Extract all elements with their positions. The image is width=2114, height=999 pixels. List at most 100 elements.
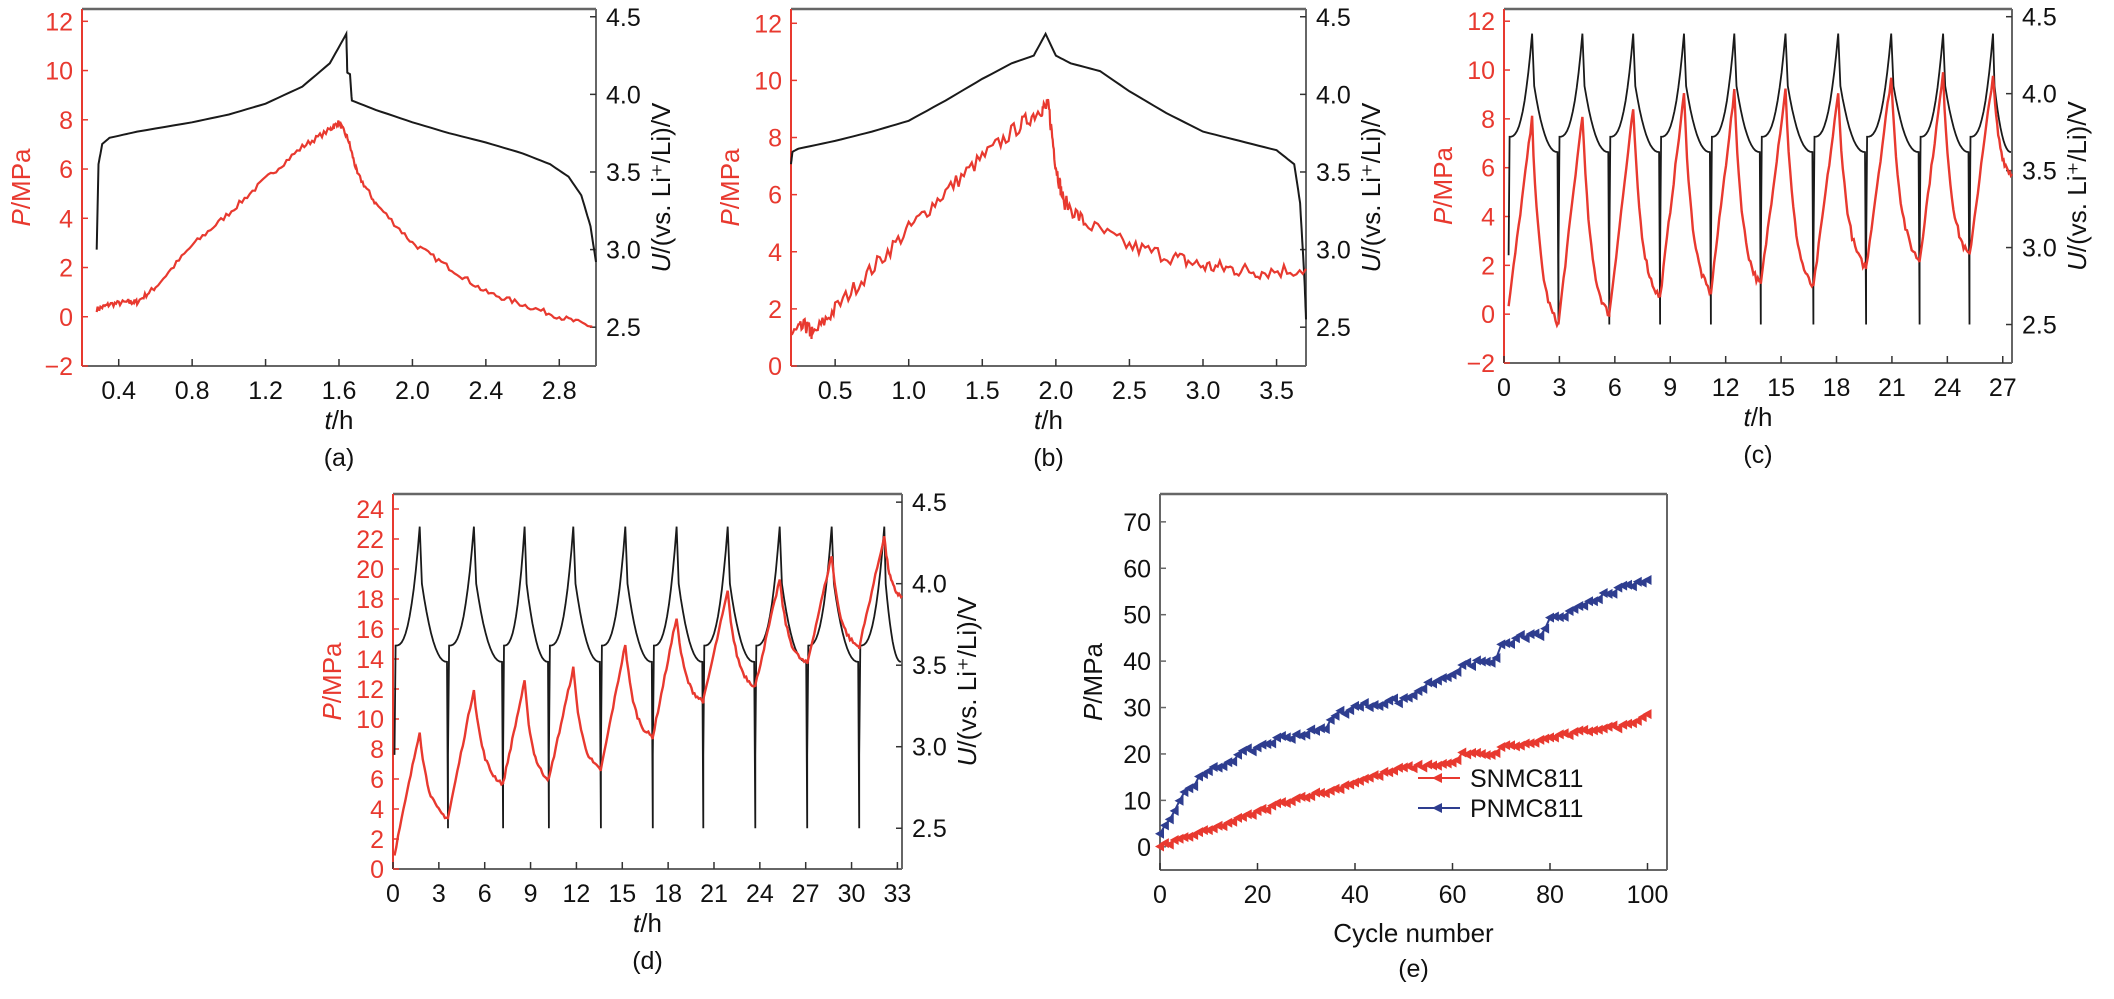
data-point	[1569, 726, 1579, 737]
y2-axis-title-var: U	[646, 253, 676, 272]
y-tick-label: 16	[356, 616, 384, 644]
x-tick-label: 100	[1627, 881, 1669, 909]
x-tick-label: 3	[1552, 374, 1566, 402]
data-point	[1471, 747, 1481, 758]
data-point	[1203, 766, 1213, 777]
y2-tick-label: 3.5	[912, 652, 947, 680]
y-tick-label: 20	[356, 556, 384, 584]
data-point	[1423, 759, 1433, 770]
y2-tick-label: 3.0	[606, 237, 641, 265]
pressure-line	[1507, 72, 2013, 329]
x-tick-label: 24	[746, 880, 774, 908]
data-point	[1218, 761, 1228, 772]
data-point	[1598, 588, 1608, 599]
data-point	[1452, 666, 1462, 677]
x-tick-label: 6	[1608, 374, 1622, 402]
data-point	[1481, 656, 1491, 667]
data-point	[1354, 701, 1364, 712]
data-point	[1311, 787, 1320, 798]
x-axis-title-var: t	[1034, 405, 1043, 435]
y2-tick-label: 3.5	[606, 159, 641, 187]
y2-axis-title-unit: /(vs. Li⁺/Li)/V	[952, 596, 982, 748]
panel-b: 0.5 1.0 1.5 2.0 2.5 3.0 3.5 0 2 4 6 8 10 12 2.5 3.0 3.5 4…	[715, 4, 1386, 472]
data-point	[1330, 710, 1340, 721]
data-point	[1442, 758, 1452, 769]
data-point	[1554, 729, 1564, 740]
data-point	[1584, 726, 1593, 737]
x-tick-label: 0	[1497, 374, 1511, 402]
y-tick-label: 4	[370, 796, 384, 824]
data-point	[1408, 690, 1418, 701]
voltage-line	[1507, 33, 2012, 325]
y2-tick-label: 3.5	[2022, 158, 2057, 186]
data-point	[1369, 699, 1379, 710]
y-tick-label: 8	[1481, 106, 1495, 134]
x-tick-label: 1.2	[248, 377, 283, 405]
y2-tick-label: 4.5	[1316, 4, 1351, 32]
y2-tick-label: 3.0	[912, 734, 947, 762]
data-point	[1520, 738, 1530, 749]
x-tick-label: 21	[1878, 374, 1906, 402]
y-tick-label: −2	[44, 353, 73, 381]
data-point	[1476, 749, 1486, 760]
data-point	[1315, 787, 1325, 798]
y2-tick-label: 4.5	[912, 489, 947, 517]
y-tick-label: 30	[1123, 695, 1151, 723]
y-tick-label: 60	[1123, 555, 1151, 583]
data-point	[1223, 817, 1233, 828]
y-tick-label: 2	[59, 255, 73, 283]
data-point	[1169, 805, 1179, 816]
data-point	[1189, 781, 1199, 792]
y-tick-label: 20	[1123, 741, 1151, 769]
data-point	[1618, 719, 1628, 730]
data-point	[1545, 732, 1554, 743]
y-axis-title-unit: /MPa	[6, 148, 36, 209]
y-tick-label: 24	[356, 496, 384, 524]
data-point	[1340, 708, 1350, 719]
x-tick-label: 2.0	[395, 377, 430, 405]
data-point	[1481, 750, 1491, 761]
y2-tick-label: 4.0	[606, 81, 641, 109]
data-point	[1228, 756, 1238, 767]
data-point	[1393, 762, 1403, 773]
y-tick-label: 8	[59, 107, 73, 135]
data-point	[1198, 825, 1208, 836]
data-point	[1574, 600, 1584, 611]
y-tick-label: 10	[45, 58, 73, 86]
data-point	[1437, 672, 1447, 683]
data-point	[1506, 638, 1515, 649]
legend-label-snmc811: SNMC811	[1470, 765, 1583, 793]
x-tick-label: 3.0	[1186, 377, 1221, 405]
data-point	[1359, 773, 1369, 784]
data-point	[1593, 594, 1603, 605]
data-point	[1335, 784, 1345, 795]
y2-axis-title-var: U	[2062, 252, 2092, 271]
data-point	[1627, 581, 1637, 592]
x-axis-title: t/h	[1744, 402, 1773, 432]
y2-tick-label: 4.0	[2022, 81, 2057, 109]
x-tick-label: 60	[1439, 881, 1467, 909]
y2-tick-label: 2.5	[1316, 314, 1351, 342]
x-axis-title-unit: /h	[1041, 405, 1063, 435]
y-tick-label: 18	[356, 586, 384, 614]
voltage-line	[393, 526, 902, 829]
y-tick-label: 14	[356, 646, 384, 674]
data-point	[1213, 820, 1223, 831]
y2-axis-title: U/(vs. Li⁺/Li)/V	[646, 102, 676, 272]
data-point	[1291, 729, 1301, 740]
y-tick-label: 10	[1123, 787, 1151, 815]
y-tick-label: 10	[754, 67, 782, 95]
pressure-line	[393, 535, 903, 856]
y-axis-title-var: P	[1428, 207, 1458, 225]
y-tick-label: 0	[768, 353, 782, 381]
x-axis-title-unit: /h	[640, 908, 662, 938]
data-point	[1632, 715, 1642, 726]
y2-axis-title: U/(vs. Li⁺/Li)/V	[952, 596, 982, 766]
data-point	[1340, 780, 1350, 791]
x-tick-label: 0.8	[175, 377, 210, 405]
y-tick-label: 0	[370, 856, 384, 884]
x-tick-label: 3.5	[1259, 377, 1294, 405]
voltage-line	[95, 30, 597, 263]
y-tick-label: 0	[59, 304, 73, 332]
x-tick-label: 27	[1989, 374, 2017, 402]
